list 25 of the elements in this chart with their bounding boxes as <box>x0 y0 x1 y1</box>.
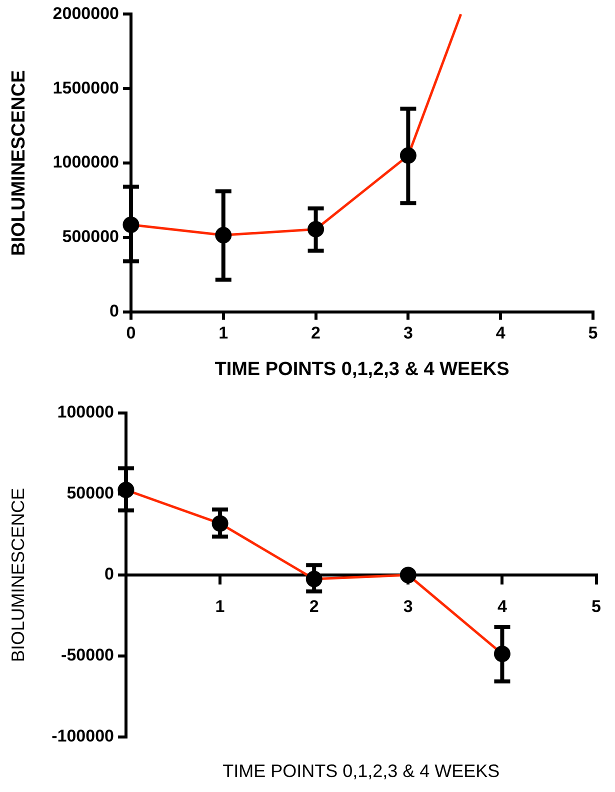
y-axis-title: BIOLUMINESCENCE <box>8 488 28 662</box>
x-axis-title: TIME POINTS 0,1,2,3 & 4 WEEKS <box>222 760 500 781</box>
x-tick-label: 1 <box>215 596 225 616</box>
y-tick-label: 0 <box>104 564 114 584</box>
x-tick-label: 0 <box>126 324 136 343</box>
x-tick-label: 3 <box>403 596 413 616</box>
x-tick-label: 3 <box>403 324 413 343</box>
x-tick-label: 5 <box>592 596 602 616</box>
x-tick-label: 1 <box>218 324 228 343</box>
y-axis-title: BIOLUMINESCENCE <box>8 70 30 256</box>
y-tick-label: -100000 <box>52 726 114 746</box>
x-tick-label: 2 <box>309 596 319 616</box>
x-tick-label: 4 <box>496 324 506 343</box>
x-axis-title: TIME POINTS 0,1,2,3 & 4 WEEKS <box>214 358 510 380</box>
y-tick-label: 1000000 <box>52 152 119 172</box>
x-tick-label: 2 <box>311 324 321 343</box>
y-tick-label: 0 <box>110 301 119 320</box>
x-tick-label: 4 <box>497 596 508 616</box>
y-tick-label: 500000 <box>62 227 119 246</box>
y-tick-label: 1500000 <box>52 78 119 98</box>
y-tick-label: 2000000 <box>52 4 119 23</box>
y-tick-label: 100000 <box>57 402 114 422</box>
y-tick-label: -50000 <box>61 646 114 665</box>
y-tick-label: 50000 <box>66 484 114 503</box>
x-tick-label: 5 <box>588 324 598 343</box>
